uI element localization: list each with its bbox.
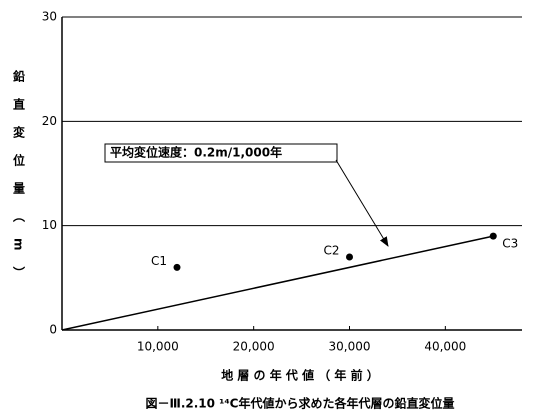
y-tick-label: 0: [49, 323, 57, 337]
annotation-arrow: [335, 159, 389, 247]
caption: 図－Ⅲ.2.10 ¹⁴C年代値から求めた各年代層の鉛直変位量: [145, 396, 454, 411]
point-label: C1: [151, 254, 167, 268]
y-tick-label: 20: [42, 114, 57, 128]
point: [173, 263, 181, 271]
point: [346, 253, 353, 261]
y-tick-label: 10: [42, 218, 57, 232]
x-tick-label: 10,000: [137, 340, 179, 354]
y-axis-label: 鉛直変位量（m）: [12, 69, 26, 295]
y-tick-label: 30: [42, 10, 57, 24]
x-tick-label: 40,000: [424, 340, 466, 354]
annotation: 平均変位速度：0.2m/1,000年: [110, 145, 282, 160]
point-label: C3: [502, 237, 518, 251]
point-label: C2: [323, 243, 339, 257]
x-tick-label: 30,000: [329, 340, 371, 354]
x-tick-label: 20,000: [233, 340, 275, 354]
x-axis-label: 地 層 の 年 代 値 （ 年 前 ）: [221, 368, 379, 383]
annotation-box: [104, 143, 338, 163]
trend-line: [61, 235, 494, 331]
